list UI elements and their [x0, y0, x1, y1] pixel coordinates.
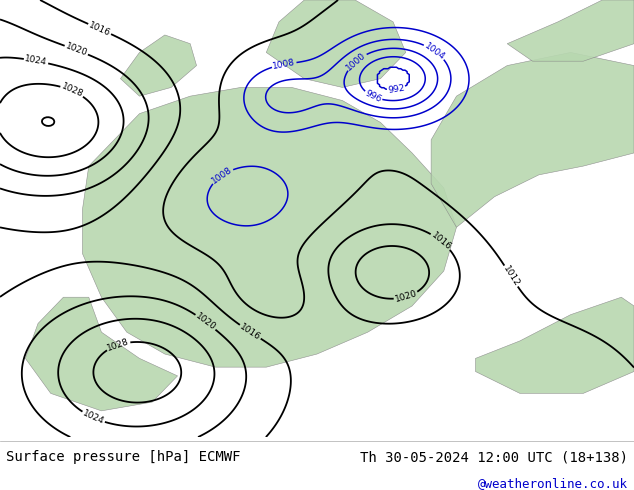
Polygon shape — [431, 52, 634, 227]
Text: 1012: 1012 — [501, 264, 521, 288]
Text: 1016: 1016 — [238, 322, 262, 342]
Text: 1028: 1028 — [60, 82, 84, 99]
Polygon shape — [266, 0, 406, 87]
Polygon shape — [25, 297, 178, 411]
Text: 1020: 1020 — [64, 42, 89, 58]
Text: 1000: 1000 — [345, 50, 368, 72]
Polygon shape — [476, 297, 634, 393]
Text: 1004: 1004 — [423, 41, 446, 62]
Text: 1016: 1016 — [87, 20, 112, 38]
Text: 1028: 1028 — [106, 337, 131, 353]
Text: 1024: 1024 — [81, 409, 105, 426]
Text: 1020: 1020 — [194, 312, 217, 332]
Text: Th 30-05-2024 12:00 UTC (18+138): Th 30-05-2024 12:00 UTC (18+138) — [359, 450, 628, 464]
Text: 1020: 1020 — [394, 289, 418, 304]
Polygon shape — [120, 35, 197, 96]
Text: 1008: 1008 — [210, 165, 234, 186]
Text: 1008: 1008 — [272, 58, 296, 71]
Text: 996: 996 — [363, 89, 383, 104]
Text: Surface pressure [hPa] ECMWF: Surface pressure [hPa] ECMWF — [6, 450, 241, 464]
Text: 992: 992 — [387, 83, 406, 95]
Text: @weatheronline.co.uk: @weatheronline.co.uk — [477, 477, 628, 490]
Polygon shape — [82, 87, 456, 367]
Text: 1024: 1024 — [24, 54, 48, 68]
Polygon shape — [507, 0, 634, 61]
Text: 1016: 1016 — [429, 230, 453, 252]
